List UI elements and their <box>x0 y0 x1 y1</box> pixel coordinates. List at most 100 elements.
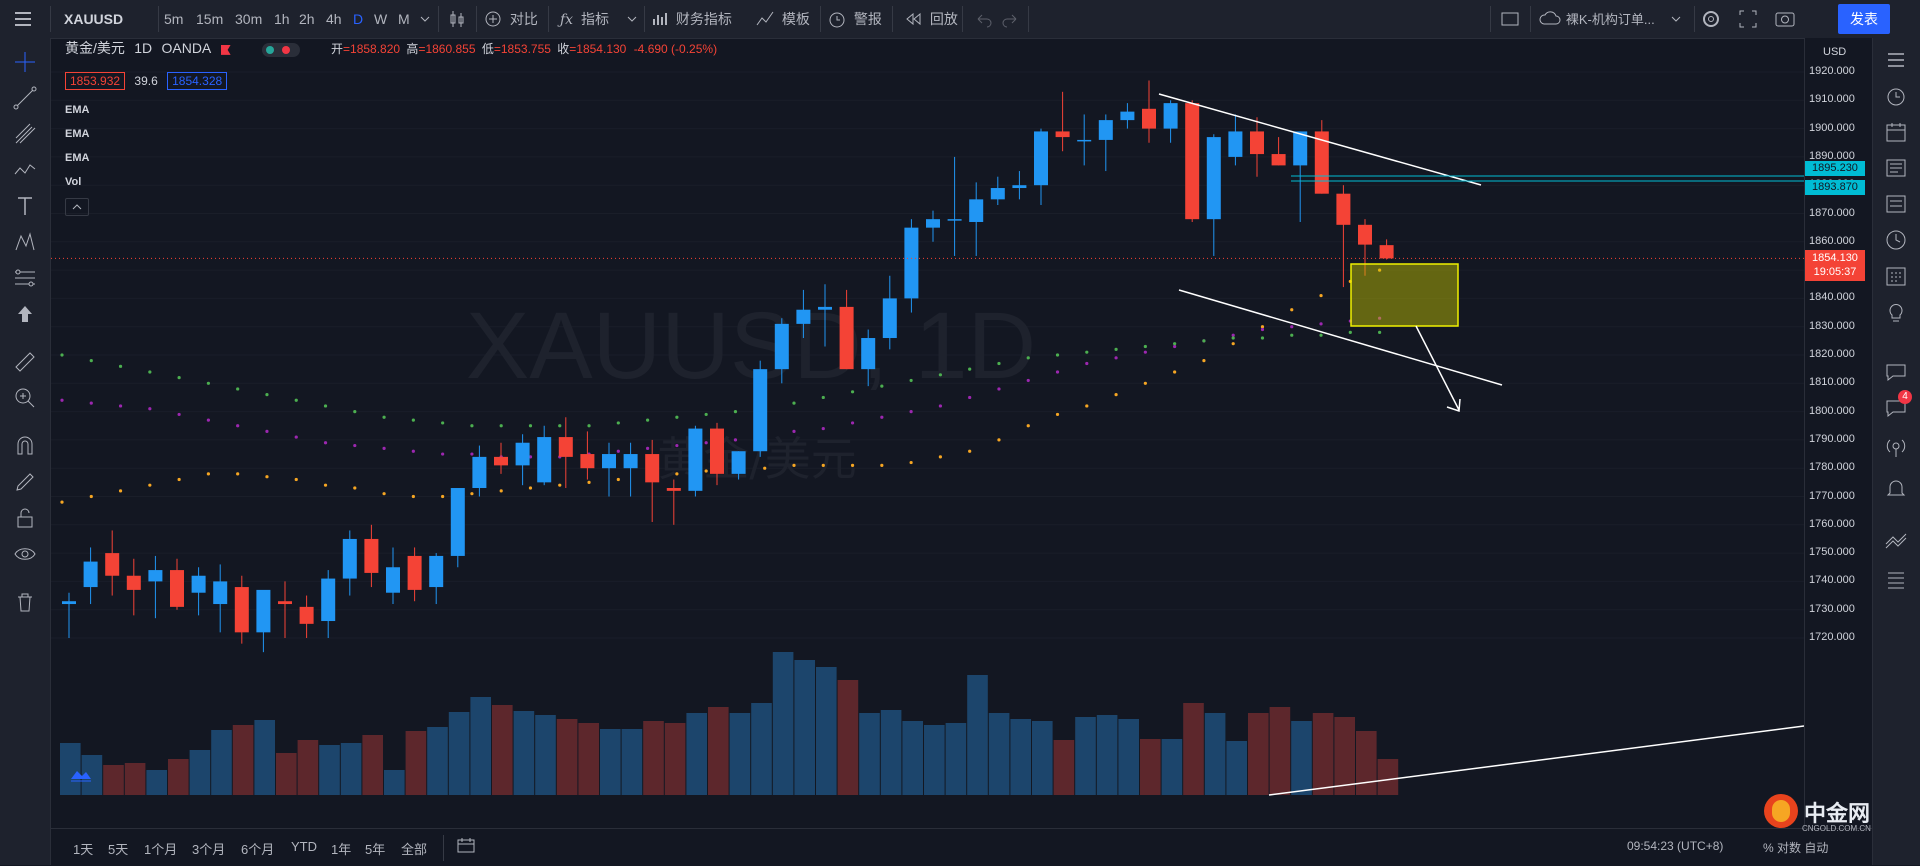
interval-w[interactable]: W <box>374 11 388 27</box>
symbol-legend: 黄金/美元 1D OANDA <box>65 38 300 58</box>
collapse-legend-button[interactable] <box>65 198 89 216</box>
dom-icon[interactable] <box>1884 568 1908 592</box>
ema-slow-point <box>646 418 650 422</box>
broadcast-icon[interactable] <box>1884 436 1908 460</box>
alarm-clock-icon[interactable] <box>1884 84 1908 108</box>
interval-d[interactable]: D <box>353 11 364 27</box>
financials-button[interactable]: 财务指标 <box>652 0 732 38</box>
volume-bar <box>319 745 340 795</box>
alerts-button[interactable]: 警报 <box>828 0 882 38</box>
volume-bar <box>686 713 707 795</box>
grid-calendar-icon[interactable] <box>1884 264 1908 288</box>
trend-line-icon[interactable] <box>13 86 37 110</box>
interval-5m[interactable]: 5m <box>164 11 184 27</box>
scale-options[interactable]: % 对数 自动 <box>1763 841 1829 855</box>
pattern-icon[interactable] <box>13 158 37 182</box>
range-3m[interactable]: 3个月 <box>192 842 226 857</box>
price-axis[interactable]: USD 1920.0001910.0001900.0001890.0001880… <box>1804 38 1873 828</box>
range-6m[interactable]: 6个月 <box>241 842 275 857</box>
magnet-icon[interactable] <box>13 434 37 458</box>
eye-icon[interactable] <box>13 542 37 566</box>
currency-label[interactable]: USD <box>1823 46 1847 58</box>
interval-1h[interactable]: 1h <box>274 11 290 27</box>
indicator-vol[interactable]: Vol <box>65 176 82 188</box>
trading-panel-icon[interactable] <box>1884 528 1908 552</box>
ruler-icon[interactable] <box>13 350 37 374</box>
text-icon[interactable] <box>13 194 37 218</box>
compare-button[interactable]: 对比 <box>484 0 538 38</box>
buy-price[interactable]: 1854.328 <box>167 72 228 90</box>
ema-mid-point <box>323 441 328 445</box>
clock-icon[interactable] <box>1884 228 1908 252</box>
redo-icon[interactable] <box>1002 0 1020 38</box>
drawings[interactable] <box>51 93 1804 796</box>
ideas-icon[interactable] <box>1884 192 1908 216</box>
layout-selector[interactable]: 裸K-机构订单... <box>1538 0 1681 38</box>
range-1d[interactable]: 1天 <box>73 842 94 857</box>
sell-price[interactable]: 1853.932 <box>65 72 126 90</box>
volume-bar <box>1377 759 1399 795</box>
volume-bar <box>945 723 967 795</box>
lock-icon[interactable] <box>13 506 37 530</box>
high-label: 高 <box>406 42 419 56</box>
arrow-up-icon[interactable] <box>13 302 37 326</box>
calendar-icon[interactable] <box>1884 120 1908 144</box>
ema-mid-point <box>675 443 679 448</box>
chart-pane[interactable]: XAUUSD, 1D 黄金/美元 黄金/美元 1D OANDA 开=1858.8… <box>51 38 1804 858</box>
range-1m[interactable]: 1个月 <box>144 842 178 857</box>
fib-icon[interactable] <box>13 266 37 290</box>
menu-icon[interactable] <box>12 0 34 38</box>
volume-bar <box>1010 719 1031 795</box>
brand-logo <box>1764 794 1798 828</box>
candle-style-icon[interactable] <box>448 0 466 38</box>
bell-icon[interactable] <box>1884 476 1908 500</box>
indicator-ema-3[interactable]: EMA <box>65 152 90 164</box>
undo-icon[interactable] <box>974 0 992 38</box>
range-ytd[interactable]: YTD <box>291 839 317 854</box>
symbol-search[interactable]: XAUUSD <box>64 11 124 27</box>
draw-lock-icon[interactable] <box>13 470 37 494</box>
pitchfork-icon[interactable] <box>13 122 37 146</box>
publish-button[interactable]: 发表 <box>1838 4 1890 34</box>
crosshair-icon[interactable] <box>13 50 37 74</box>
ema-fast-point <box>616 477 620 482</box>
range-all[interactable]: 全部 <box>401 842 428 857</box>
replay-button[interactable]: 回放 <box>904 0 958 38</box>
price-tick: 1720.000 <box>1809 631 1855 643</box>
clock[interactable]: 09:54:23 (UTC+8) <box>1627 839 1724 853</box>
fullscreen-icon[interactable] <box>1738 0 1758 38</box>
zoom-in-icon[interactable] <box>13 386 37 410</box>
notifications-chat-icon[interactable]: 4 <box>1884 390 1912 420</box>
flag-icon[interactable] <box>220 44 231 55</box>
trash-icon[interactable] <box>13 590 37 614</box>
gear-icon[interactable] <box>1700 0 1722 38</box>
interval-4h[interactable]: 4h <box>326 11 342 27</box>
ema-slow-point <box>1055 353 1060 357</box>
watchlist-icon[interactable] <box>1884 48 1908 72</box>
lightbulb-icon[interactable] <box>1884 300 1908 324</box>
ema-fast-point <box>968 449 972 453</box>
indicator-ema-1[interactable]: EMA <box>65 104 90 116</box>
indicators-button[interactable]: ƒx 指标 <box>560 0 637 38</box>
chat-icon[interactable] <box>1884 360 1908 384</box>
interval-dropdown-icon[interactable] <box>420 0 430 38</box>
templates-button[interactable]: 模板 <box>756 0 810 38</box>
xabcd-pattern-icon[interactable] <box>13 230 37 254</box>
interval-30m[interactable]: 30m <box>235 11 263 27</box>
camera-icon[interactable] <box>1774 0 1796 38</box>
volume-bar <box>146 770 167 795</box>
fullscreen-frame-icon[interactable] <box>1500 0 1520 38</box>
interval-2h[interactable]: 2h <box>299 11 315 27</box>
interval-m[interactable]: M <box>398 11 410 27</box>
candle-body <box>1293 131 1308 166</box>
goto-date-icon[interactable] <box>457 837 475 856</box>
range-5d[interactable]: 5天 <box>108 842 129 857</box>
ema-slow-point <box>968 367 972 371</box>
news-icon[interactable] <box>1884 156 1908 180</box>
notification-badge: 4 <box>1898 390 1912 404</box>
market-status-toggle[interactable] <box>261 42 300 57</box>
range-5y[interactable]: 5年 <box>365 842 386 857</box>
range-1y[interactable]: 1年 <box>331 842 352 857</box>
indicator-ema-2[interactable]: EMA <box>65 128 90 140</box>
interval-15m[interactable]: 15m <box>196 11 224 27</box>
